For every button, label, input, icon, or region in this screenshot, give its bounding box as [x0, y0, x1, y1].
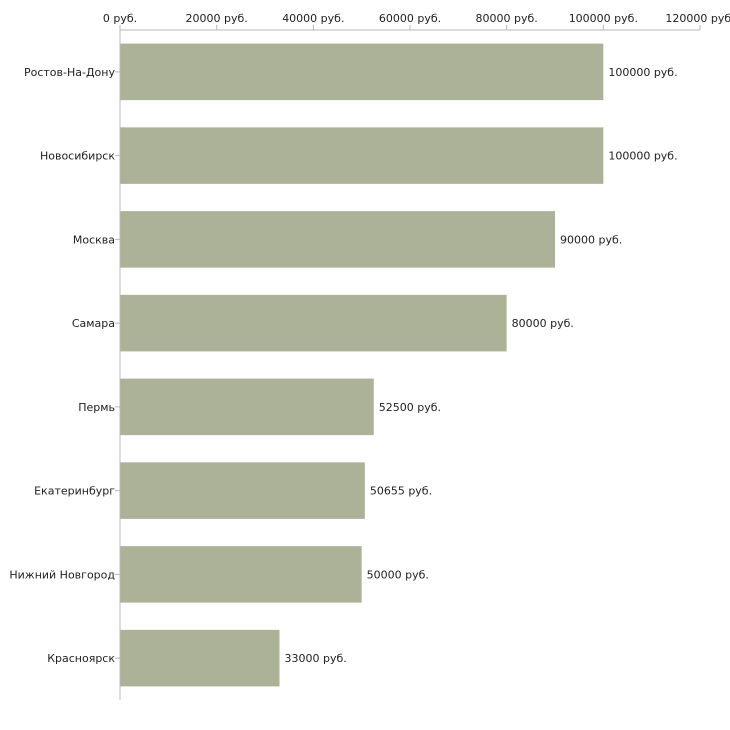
y-tick-label: Ростов-На-Дону	[24, 66, 115, 79]
y-labels-group: Ростов-На-Дону Новосибирск Москва Самара Пер…	[9, 66, 120, 665]
bar	[120, 629, 280, 687]
x-tick-label: 60000 руб.	[379, 12, 441, 25]
value-label: 52500 руб.	[379, 401, 441, 414]
value-label: 80000 руб.	[512, 317, 574, 330]
x-tick-label: 0 руб.	[103, 12, 137, 25]
y-tick-label: Екатеринбург	[34, 485, 115, 498]
value-label: 50655 руб.	[370, 485, 432, 498]
bar	[120, 546, 362, 603]
y-tick-label: Пермь	[78, 401, 115, 414]
x-ticks-group: 0 руб. 20000 руб. 40000 руб. 60000 руб. 8000…	[103, 12, 730, 30]
y-tick-label: Москва	[73, 233, 115, 246]
bar	[120, 211, 555, 268]
x-tick-label: 100000 руб.	[569, 12, 638, 25]
value-label: 100000 руб.	[608, 66, 677, 79]
x-tick-label: 20000 руб.	[186, 12, 248, 25]
bar	[120, 127, 604, 184]
y-tick-label: Самара	[72, 317, 115, 330]
value-label: 33000 руб.	[285, 652, 347, 665]
bar	[120, 378, 374, 436]
value-label: 50000 руб.	[367, 568, 429, 581]
value-label: 100000 руб.	[608, 150, 677, 163]
x-tick-label: 40000 руб.	[282, 12, 344, 25]
value-label: 90000 руб.	[560, 233, 622, 246]
value-labels-group: 100000 руб. 100000 руб. 90000 руб. 80000 ру…	[285, 66, 678, 665]
bar	[120, 294, 507, 352]
x-tick-label: 80000 руб.	[476, 12, 538, 25]
x-tick-label: 120000 руб.	[665, 12, 730, 25]
y-tick-label: Нижний Новгород	[9, 568, 115, 581]
bar	[120, 43, 604, 101]
bars-group	[120, 43, 604, 687]
y-tick-label: Новосибирск	[40, 150, 115, 163]
y-tick-label: Красноярск	[47, 652, 115, 665]
bar	[120, 462, 365, 519]
